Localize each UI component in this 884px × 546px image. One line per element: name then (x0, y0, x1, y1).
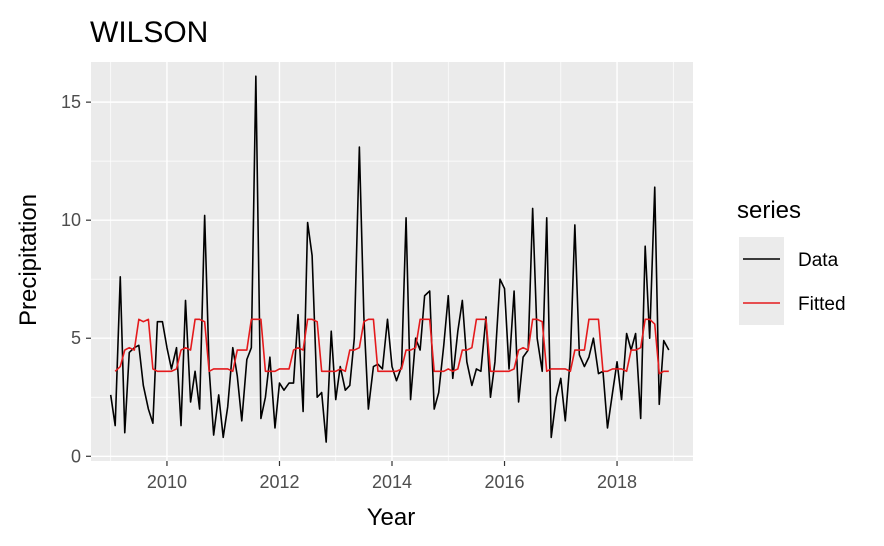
y-axis: 0 5 10 15 (61, 92, 91, 466)
x-axis: 2010 2012 2014 2016 2018 (147, 461, 637, 492)
legend-item-fitted: Fitted (739, 281, 846, 325)
series-line-data (109, 75, 670, 443)
series-line-fitted (114, 318, 669, 375)
y-tick-label: 5 (71, 328, 81, 348)
legend-item-data: Data (739, 237, 839, 281)
x-tick-label: 2016 (484, 472, 524, 492)
legend-label: Data (798, 250, 839, 271)
y-axis-title: Precipitation (15, 194, 42, 326)
y-tick-label: 10 (61, 210, 81, 230)
y-tick-label: 0 (71, 446, 81, 466)
legend-items: Data Fitted (739, 237, 846, 325)
x-tick-label: 2012 (259, 472, 299, 492)
chart-title: WILSON (90, 16, 208, 49)
legend-title: series (737, 197, 801, 224)
plot-panel (91, 62, 693, 461)
series-lines (109, 75, 670, 443)
y-tick-label: 15 (61, 92, 81, 112)
legend-label: Fitted (798, 294, 846, 315)
x-tick-label: 2014 (372, 472, 412, 492)
legend: series Data Fitted (737, 197, 846, 325)
x-axis-title: Year (367, 504, 416, 531)
x-tick-label: 2010 (147, 472, 187, 492)
x-tick-label: 2018 (597, 472, 637, 492)
